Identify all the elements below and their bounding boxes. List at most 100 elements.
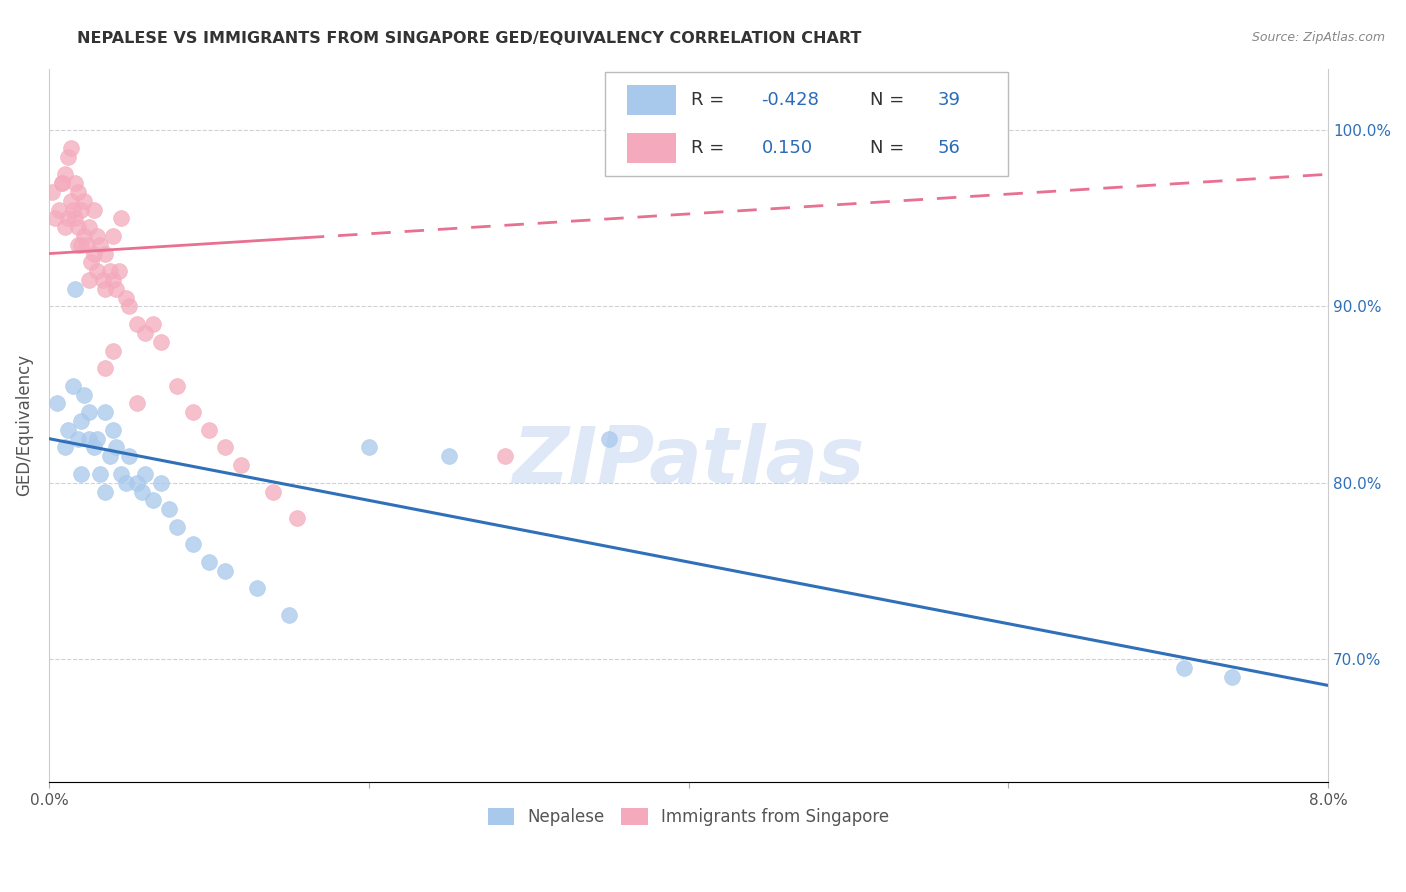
Point bbox=[77, 432, 100, 446]
Point bbox=[63, 282, 86, 296]
Text: NEPALESE VS IMMIGRANTS FROM SINGAPORE GED/EQUIVALENCY CORRELATION CHART: NEPALESE VS IMMIGRANTS FROM SINGAPORE GE… bbox=[77, 31, 862, 46]
Point bbox=[94, 484, 117, 499]
Point bbox=[86, 432, 108, 446]
Point bbox=[48, 202, 70, 217]
Point bbox=[76, 237, 98, 252]
Point bbox=[94, 246, 117, 260]
Y-axis label: GED/Equivalency: GED/Equivalency bbox=[15, 354, 32, 497]
Point bbox=[149, 334, 172, 349]
Point bbox=[70, 202, 93, 217]
Point bbox=[73, 387, 96, 401]
Point bbox=[73, 229, 96, 244]
Point bbox=[56, 423, 79, 437]
Point bbox=[134, 326, 156, 340]
Point bbox=[101, 273, 124, 287]
Point bbox=[94, 405, 117, 419]
Text: ZIPatlas: ZIPatlas bbox=[512, 423, 865, 500]
Point bbox=[94, 361, 117, 376]
Point bbox=[91, 273, 114, 287]
Point bbox=[214, 564, 236, 578]
Point bbox=[166, 378, 188, 392]
Point bbox=[125, 396, 148, 410]
Text: R =: R = bbox=[692, 139, 735, 157]
Point bbox=[56, 211, 79, 226]
Point bbox=[166, 520, 188, 534]
Point bbox=[83, 202, 105, 217]
Point bbox=[198, 423, 221, 437]
Point bbox=[66, 185, 89, 199]
Point bbox=[60, 141, 83, 155]
Point bbox=[70, 467, 93, 481]
Point bbox=[108, 264, 131, 278]
Text: N =: N = bbox=[870, 139, 910, 157]
Point bbox=[105, 441, 128, 455]
Point bbox=[51, 176, 73, 190]
Point bbox=[598, 432, 620, 446]
Point bbox=[79, 255, 101, 269]
Point bbox=[89, 237, 111, 252]
Point bbox=[86, 229, 108, 244]
Point bbox=[277, 607, 299, 622]
Point bbox=[77, 273, 100, 287]
Point bbox=[73, 194, 96, 208]
Point bbox=[149, 475, 172, 490]
Text: 39: 39 bbox=[938, 91, 960, 109]
Point bbox=[118, 450, 141, 464]
Point bbox=[101, 423, 124, 437]
Point bbox=[44, 211, 66, 226]
Point bbox=[229, 458, 252, 472]
Point bbox=[83, 246, 105, 260]
Point bbox=[77, 405, 100, 419]
Point bbox=[62, 378, 84, 392]
FancyBboxPatch shape bbox=[627, 133, 676, 163]
Point bbox=[53, 220, 76, 235]
Point bbox=[494, 450, 516, 464]
Point bbox=[114, 475, 136, 490]
Point bbox=[1173, 661, 1195, 675]
Point bbox=[142, 493, 165, 508]
Point bbox=[101, 343, 124, 358]
Text: R =: R = bbox=[692, 91, 730, 109]
Point bbox=[62, 202, 84, 217]
Point bbox=[110, 211, 132, 226]
Text: 0.150: 0.150 bbox=[762, 139, 813, 157]
Point bbox=[86, 264, 108, 278]
FancyBboxPatch shape bbox=[627, 85, 676, 115]
Point bbox=[66, 237, 89, 252]
Point bbox=[60, 194, 83, 208]
Point bbox=[51, 176, 73, 190]
Point bbox=[70, 414, 93, 428]
Point bbox=[66, 432, 89, 446]
Point bbox=[125, 317, 148, 331]
Point bbox=[262, 484, 284, 499]
Point bbox=[125, 475, 148, 490]
Legend: Nepalese, Immigrants from Singapore: Nepalese, Immigrants from Singapore bbox=[479, 800, 898, 835]
Point bbox=[56, 150, 79, 164]
Point bbox=[105, 282, 128, 296]
Point bbox=[198, 555, 221, 569]
Point bbox=[66, 220, 89, 235]
Point bbox=[181, 405, 204, 419]
Point bbox=[53, 441, 76, 455]
Point bbox=[134, 467, 156, 481]
Text: Source: ZipAtlas.com: Source: ZipAtlas.com bbox=[1251, 31, 1385, 45]
Point bbox=[89, 467, 111, 481]
Point bbox=[70, 237, 93, 252]
Point bbox=[63, 211, 86, 226]
Point bbox=[357, 441, 380, 455]
Point bbox=[246, 582, 269, 596]
Point bbox=[118, 300, 141, 314]
Point bbox=[83, 441, 105, 455]
Point bbox=[214, 441, 236, 455]
Point bbox=[77, 220, 100, 235]
Point bbox=[98, 450, 121, 464]
Point bbox=[94, 282, 117, 296]
Point bbox=[63, 176, 86, 190]
Text: N =: N = bbox=[870, 91, 910, 109]
Point bbox=[181, 537, 204, 551]
Point bbox=[157, 502, 180, 516]
Point bbox=[131, 484, 153, 499]
Text: -0.428: -0.428 bbox=[762, 91, 820, 109]
Point bbox=[101, 229, 124, 244]
Point bbox=[1220, 670, 1243, 684]
